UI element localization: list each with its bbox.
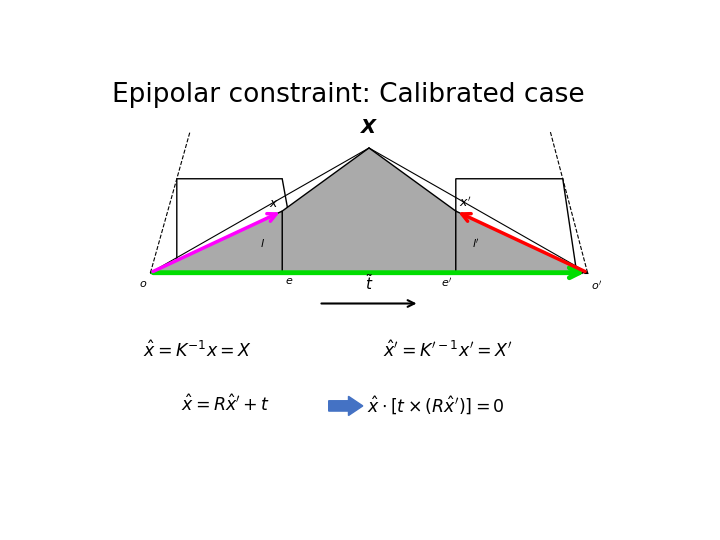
Text: $l$: $l$ <box>259 238 264 249</box>
Text: Epipolar constraint: Calibrated case: Epipolar constraint: Calibrated case <box>112 82 585 108</box>
Text: $o$: $o$ <box>139 279 148 289</box>
Text: $x$: $x$ <box>269 197 279 210</box>
Polygon shape <box>282 148 456 273</box>
Polygon shape <box>329 396 363 415</box>
Polygon shape <box>456 179 577 273</box>
Text: $e$: $e$ <box>285 276 294 286</box>
Polygon shape <box>177 179 300 273</box>
Text: $\hat{x} \cdot [t \times (R\hat{x}^{\prime})] = 0$: $\hat{x} \cdot [t \times (R\hat{x}^{\pri… <box>367 394 505 416</box>
Text: $l'$: $l'$ <box>472 237 480 250</box>
Text: $e'$: $e'$ <box>441 276 453 289</box>
Polygon shape <box>150 211 282 273</box>
Text: $\boldsymbol{X}$: $\boldsymbol{X}$ <box>359 118 379 137</box>
Polygon shape <box>456 211 588 273</box>
Text: $o'$: $o'$ <box>590 279 602 292</box>
Text: $\hat{x}^{\prime} = K^{\prime-1}x^{\prime} = X^{\prime}$: $\hat{x}^{\prime} = K^{\prime-1}x^{\prim… <box>383 340 513 361</box>
Text: $\hat{x} = K^{-1}x = X$: $\hat{x} = K^{-1}x = X$ <box>143 340 252 361</box>
Text: $\tilde{t}$: $\tilde{t}$ <box>365 273 373 293</box>
Text: $\hat{x} = R\hat{x}^{\prime} + t$: $\hat{x} = R\hat{x}^{\prime} + t$ <box>181 394 271 415</box>
Text: $x'$: $x'$ <box>459 195 472 210</box>
